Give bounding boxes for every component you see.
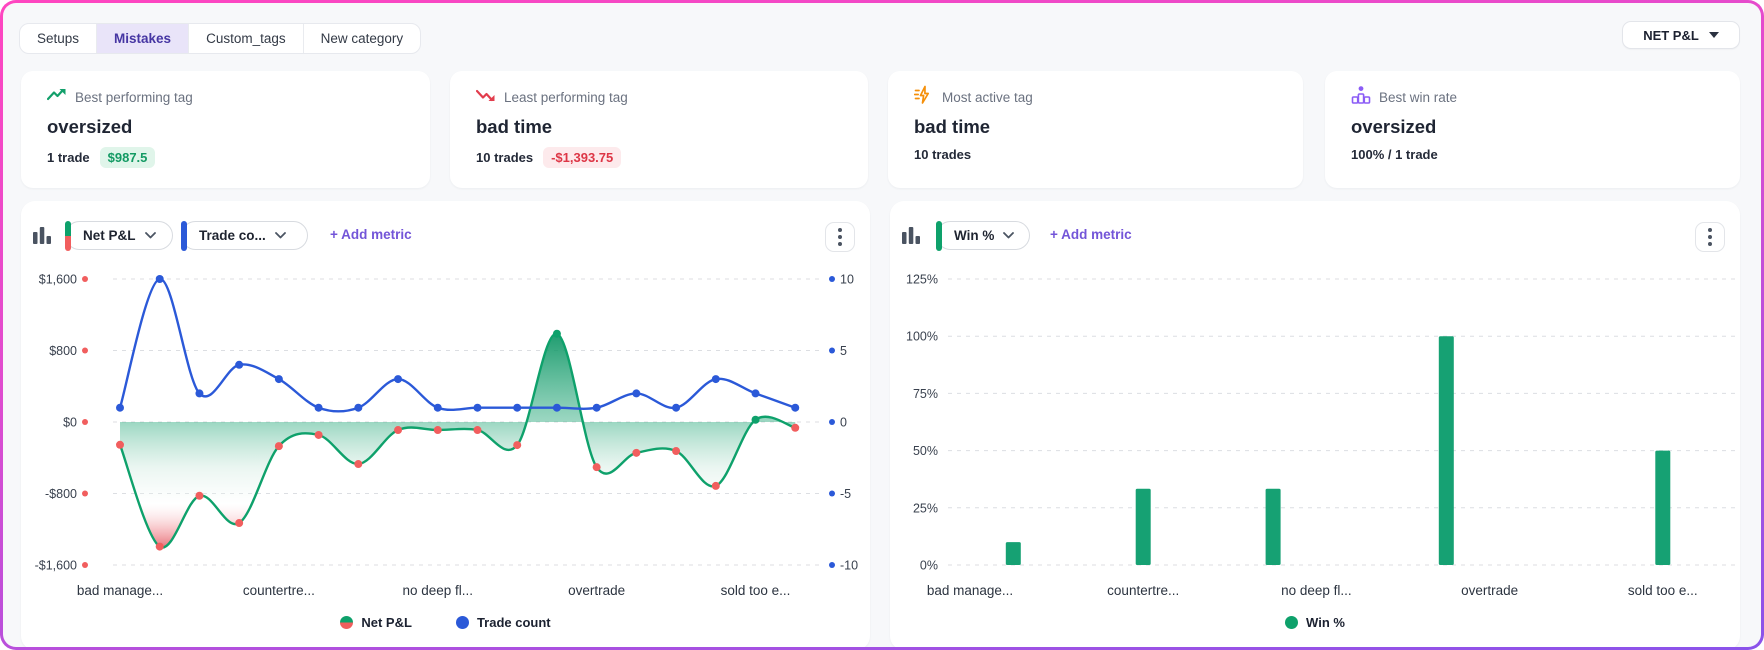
card-label: Least performing tag (504, 89, 628, 105)
svg-text:bad manage...: bad manage... (927, 583, 1013, 598)
metric-pill-label: Net P&L (83, 228, 136, 243)
svg-text:5: 5 (840, 344, 847, 358)
bar-chart-type-icon (898, 222, 924, 248)
trade-count-text: 10 trades (476, 150, 534, 165)
svg-text:125%: 125% (906, 273, 938, 287)
svg-text:bad manage...: bad manage... (77, 583, 163, 598)
chevron-down-icon (1003, 232, 1015, 239)
svg-text:-$800: -$800 (45, 487, 77, 501)
svg-text:no deep fl...: no deep fl... (402, 583, 473, 598)
card-label: Best win rate (1379, 89, 1458, 105)
chart-options-kebab-button[interactable] (825, 222, 855, 252)
svg-text:10: 10 (840, 273, 854, 287)
chevron-down-icon (144, 232, 156, 239)
activity-icon (913, 85, 934, 110)
tag-name: oversized (47, 116, 133, 137)
svg-text:-10: -10 (840, 559, 858, 573)
tab-custom-tags[interactable]: Custom_tags (189, 24, 304, 53)
category-tab-bar: Setups Mistakes Custom_tags New category (19, 23, 422, 54)
svg-text:0%: 0% (920, 559, 938, 573)
win-rate-text: 100% / 1 trade (1351, 147, 1438, 162)
metric-mode-dropdown[interactable]: NET P&L (1622, 21, 1740, 49)
add-metric-button[interactable]: + Add metric (1050, 227, 1132, 242)
legend-item-trade-count[interactable]: Trade count (455, 615, 551, 630)
trend-down-icon (475, 85, 496, 110)
chart-header: Win % + Add metric (890, 201, 1740, 253)
most-active-tag-card: Most active tag bad time 10 trades (888, 71, 1303, 188)
chart-options-kebab-button[interactable] (1695, 222, 1725, 252)
svg-text:no deep fl...: no deep fl... (1281, 583, 1352, 598)
legend-marker (455, 616, 469, 629)
svg-text:countertre...: countertre... (243, 583, 315, 598)
legend-item-net-pnl[interactable]: Net P&L (340, 615, 412, 630)
svg-text:50%: 50% (913, 444, 938, 458)
least-performing-tag-card: Least performing tag bad time 10 trades … (450, 71, 868, 188)
tag-name: oversized (1351, 116, 1437, 137)
svg-text:25%: 25% (913, 501, 938, 515)
metric-pill-label: Win % (954, 228, 995, 243)
net-pnl-trade-count-chart: $1,600 $800 $0 -$800 -$1,600 10 5 0 -5 -10 bad man… (35, 273, 859, 599)
metric-pill-trade-count[interactable]: Trade co... (180, 220, 308, 251)
svg-text:100%: 100% (906, 330, 938, 344)
metric-pill-net-pnl[interactable]: Net P&L (64, 220, 173, 251)
metric-mode-label: NET P&L (1643, 27, 1699, 43)
podium-icon (1351, 85, 1371, 110)
legend-marker (340, 616, 354, 629)
analytics-page: Setups Mistakes Custom_tags New category… (3, 3, 1761, 647)
tag-name: bad time (914, 116, 991, 137)
bar-chart-type-icon (29, 222, 55, 248)
best-win-rate-card: Best win rate oversized 100% / 1 trade (1325, 71, 1740, 188)
add-metric-button[interactable]: + Add metric (330, 227, 412, 242)
pnl-trade-count-chart-panel: Net P&L Trade co... + Add metric $1,600 $… (21, 201, 870, 647)
trade-count-text: 10 trades (914, 147, 972, 162)
svg-text:sold too e...: sold too e... (1628, 583, 1698, 598)
svg-text:sold too e...: sold too e... (721, 583, 791, 598)
chart-legend: Net P&L Trade count (21, 615, 870, 630)
caret-down-icon (1708, 32, 1719, 38)
tab-mistakes[interactable]: Mistakes (97, 24, 190, 53)
svg-text:overtrade: overtrade (1461, 583, 1518, 598)
win-pct-chart: 125% 100% 75% 50% 25% 0% bad manage... countert… (906, 273, 1735, 598)
svg-text:0: 0 (840, 416, 847, 430)
svg-text:-5: -5 (840, 487, 851, 501)
svg-text:$800: $800 (49, 344, 77, 358)
chevron-down-icon (274, 232, 286, 239)
svg-text:overtrade: overtrade (568, 583, 625, 598)
svg-text:-$1,600: -$1,600 (35, 559, 77, 573)
trade-count-text: 1 trade (47, 150, 90, 165)
svg-text:$1,600: $1,600 (39, 273, 77, 287)
legend-marker (1285, 616, 1299, 629)
card-label: Best performing tag (75, 89, 193, 105)
best-performing-tag-card: Best performing tag oversized 1 trade $9… (21, 71, 430, 188)
tab-new-category[interactable]: New category (320, 31, 404, 46)
tag-name: bad time (476, 116, 553, 137)
pnl-badge: $987.5 (99, 147, 156, 168)
legend-item-win-pct[interactable]: Win % (1285, 615, 1345, 630)
metric-pill-win-pct[interactable]: Win % (935, 220, 1030, 251)
win-rate-chart-panel: Win % + Add metric 125% 100% 75% 50% 25% 0% ba… (890, 201, 1740, 647)
tab-setups[interactable]: Setups (20, 24, 98, 53)
svg-text:75%: 75% (913, 387, 938, 401)
card-label: Most active tag (942, 89, 1033, 105)
metric-pill-label: Trade co... (199, 228, 266, 243)
svg-text:$0: $0 (63, 416, 77, 430)
trend-up-icon (46, 85, 67, 110)
chart-legend: Win % (890, 615, 1740, 630)
pnl-badge: -$1,393.75 (543, 147, 622, 168)
chart-header: Net P&L Trade co... + Add metric (21, 201, 870, 253)
svg-text:countertre...: countertre... (1107, 583, 1179, 598)
